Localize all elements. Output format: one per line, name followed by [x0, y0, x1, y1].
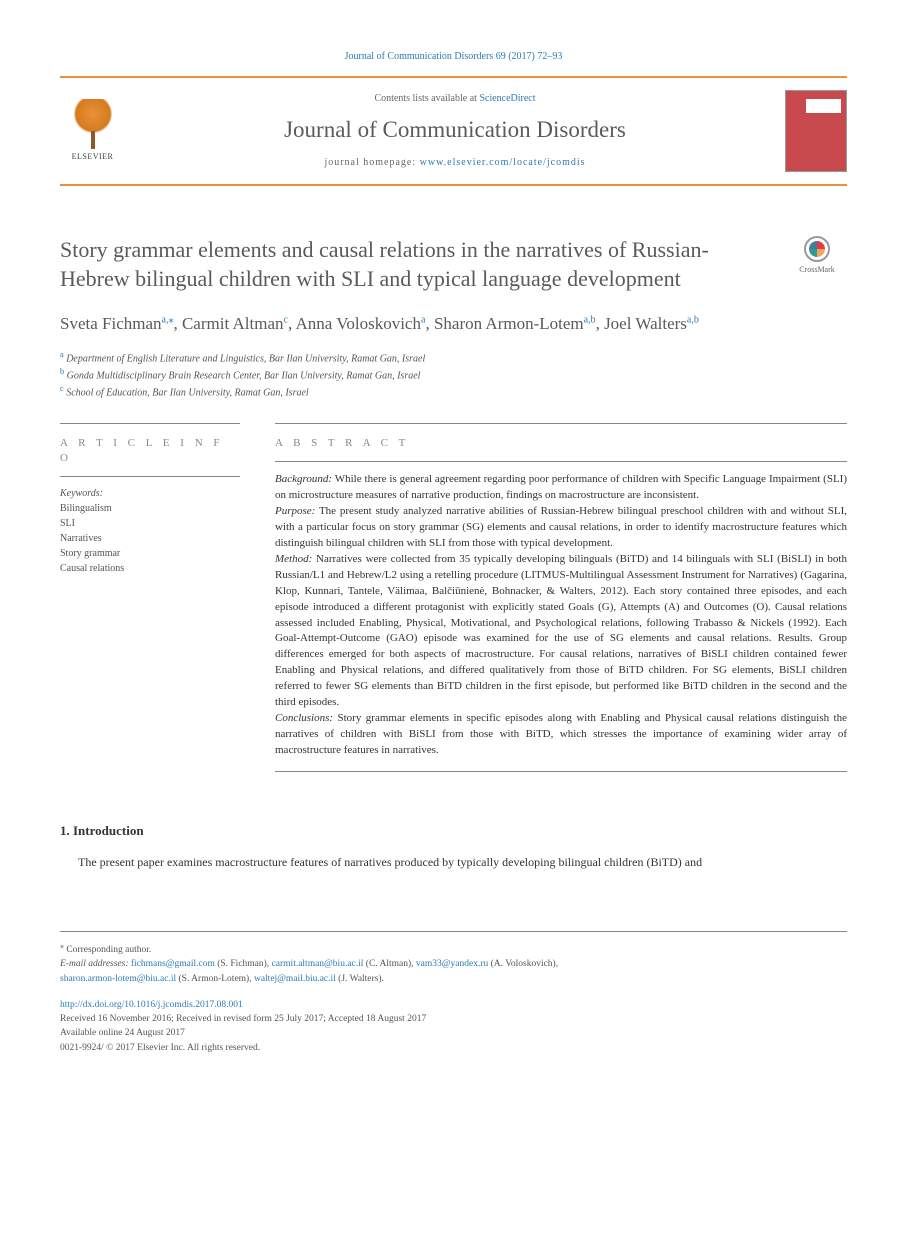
- crossmark-label: CrossMark: [799, 264, 835, 275]
- contents-line: Contents lists available at ScienceDirec…: [140, 92, 770, 106]
- sciencedirect-link[interactable]: ScienceDirect: [479, 93, 535, 104]
- corresponding-author-label: ⁎ Corresponding author.: [60, 940, 847, 957]
- keyword: Story grammar: [60, 546, 240, 561]
- authors-list: Sveta Fichmana,⁎, Carmit Altmanc, Anna V…: [60, 311, 847, 337]
- author-email[interactable]: waltej@mail.biu.ac.il: [254, 974, 336, 984]
- journal-cover-thumbnail: [785, 90, 847, 172]
- homepage-link[interactable]: www.elsevier.com/locate/jcomdis: [420, 157, 586, 168]
- header-citation: Journal of Communication Disorders 69 (2…: [60, 50, 847, 64]
- email-label: E-mail addresses:: [60, 959, 129, 969]
- keyword: Causal relations: [60, 561, 240, 576]
- received-dates: Received 16 November 2016; Received in r…: [60, 1014, 426, 1024]
- header-center: Contents lists available at ScienceDirec…: [140, 92, 770, 170]
- affiliation-c: c School of Education, Bar Ilan Universi…: [60, 383, 847, 400]
- elsevier-logo-text: ELSEVIER: [72, 151, 114, 162]
- copyright: 0021-9924/ © 2017 Elsevier Inc. All righ…: [60, 1043, 260, 1053]
- abstract-heading: A B S T R A C T: [275, 423, 847, 462]
- affiliation-a: a Department of English Literature and L…: [60, 349, 847, 366]
- abstract-conclusions: Conclusions: Story grammar elements in s…: [275, 711, 847, 759]
- abstract-column: A B S T R A C T Background: While there …: [275, 423, 847, 772]
- keywords-label: Keywords:: [60, 487, 240, 501]
- abstract-purpose: Purpose: The present study analyzed narr…: [275, 504, 847, 552]
- contents-prefix: Contents lists available at: [374, 93, 479, 104]
- doi-block: http://dx.doi.org/10.1016/j.jcomdis.2017…: [60, 998, 847, 1055]
- affiliations: a Department of English Literature and L…: [60, 349, 847, 401]
- journal-name: Journal of Communication Disorders: [140, 114, 770, 146]
- keyword: SLI: [60, 516, 240, 531]
- introduction-section: 1. Introduction The present paper examin…: [60, 822, 847, 871]
- email-addresses: E-mail addresses: fichmans@gmail.com (S.…: [60, 957, 847, 986]
- intro-heading: 1. Introduction: [60, 822, 847, 840]
- affiliation-b: b Gonda Multidisciplinary Brain Research…: [60, 366, 847, 383]
- crossmark-icon: [804, 236, 830, 262]
- crossmark-badge[interactable]: CrossMark: [787, 236, 847, 275]
- homepage-prefix: journal homepage:: [324, 157, 419, 168]
- article-info-column: A R T I C L E I N F O Keywords: Bilingua…: [60, 423, 240, 772]
- abstract-bottom-rule: [275, 771, 847, 772]
- abstract-method: Method: Narratives were collected from 3…: [275, 552, 847, 711]
- author-email[interactable]: fichmans@gmail.com: [131, 959, 215, 969]
- intro-paragraph: The present paper examines macrostructur…: [60, 854, 847, 871]
- elsevier-logo: ELSEVIER: [60, 96, 125, 166]
- article-info-heading: A R T I C L E I N F O: [60, 423, 240, 478]
- footer-block: ⁎ Corresponding author. E-mail addresses…: [60, 931, 847, 1055]
- article-title: Story grammar elements and causal relati…: [60, 236, 767, 293]
- keyword: Bilingualism: [60, 501, 240, 516]
- info-abstract-row: A R T I C L E I N F O Keywords: Bilingua…: [60, 423, 847, 772]
- keyword: Narratives: [60, 531, 240, 546]
- homepage-line: journal homepage: www.elsevier.com/locat…: [140, 156, 770, 170]
- author-email[interactable]: sharon.armon-lotem@biu.ac.il: [60, 974, 176, 984]
- title-row: Story grammar elements and causal relati…: [60, 236, 847, 293]
- available-online: Available online 24 August 2017: [60, 1028, 185, 1038]
- author-email[interactable]: carmit.altman@biu.ac.il: [272, 959, 364, 969]
- abstract-background: Background: While there is general agree…: [275, 472, 847, 504]
- doi-link[interactable]: http://dx.doi.org/10.1016/j.jcomdis.2017…: [60, 1000, 243, 1010]
- abstract-text: Background: While there is general agree…: [275, 472, 847, 759]
- journal-header: ELSEVIER Contents lists available at Sci…: [60, 76, 847, 186]
- author-email[interactable]: vam33@yandex.ru: [416, 959, 488, 969]
- keywords-list: Bilingualism SLI Narratives Story gramma…: [60, 501, 240, 576]
- elsevier-tree-icon: [68, 99, 118, 149]
